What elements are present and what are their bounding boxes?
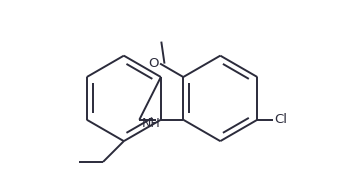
Text: Cl: Cl [274,113,287,126]
Text: O: O [148,57,159,70]
Text: NH: NH [141,117,160,130]
